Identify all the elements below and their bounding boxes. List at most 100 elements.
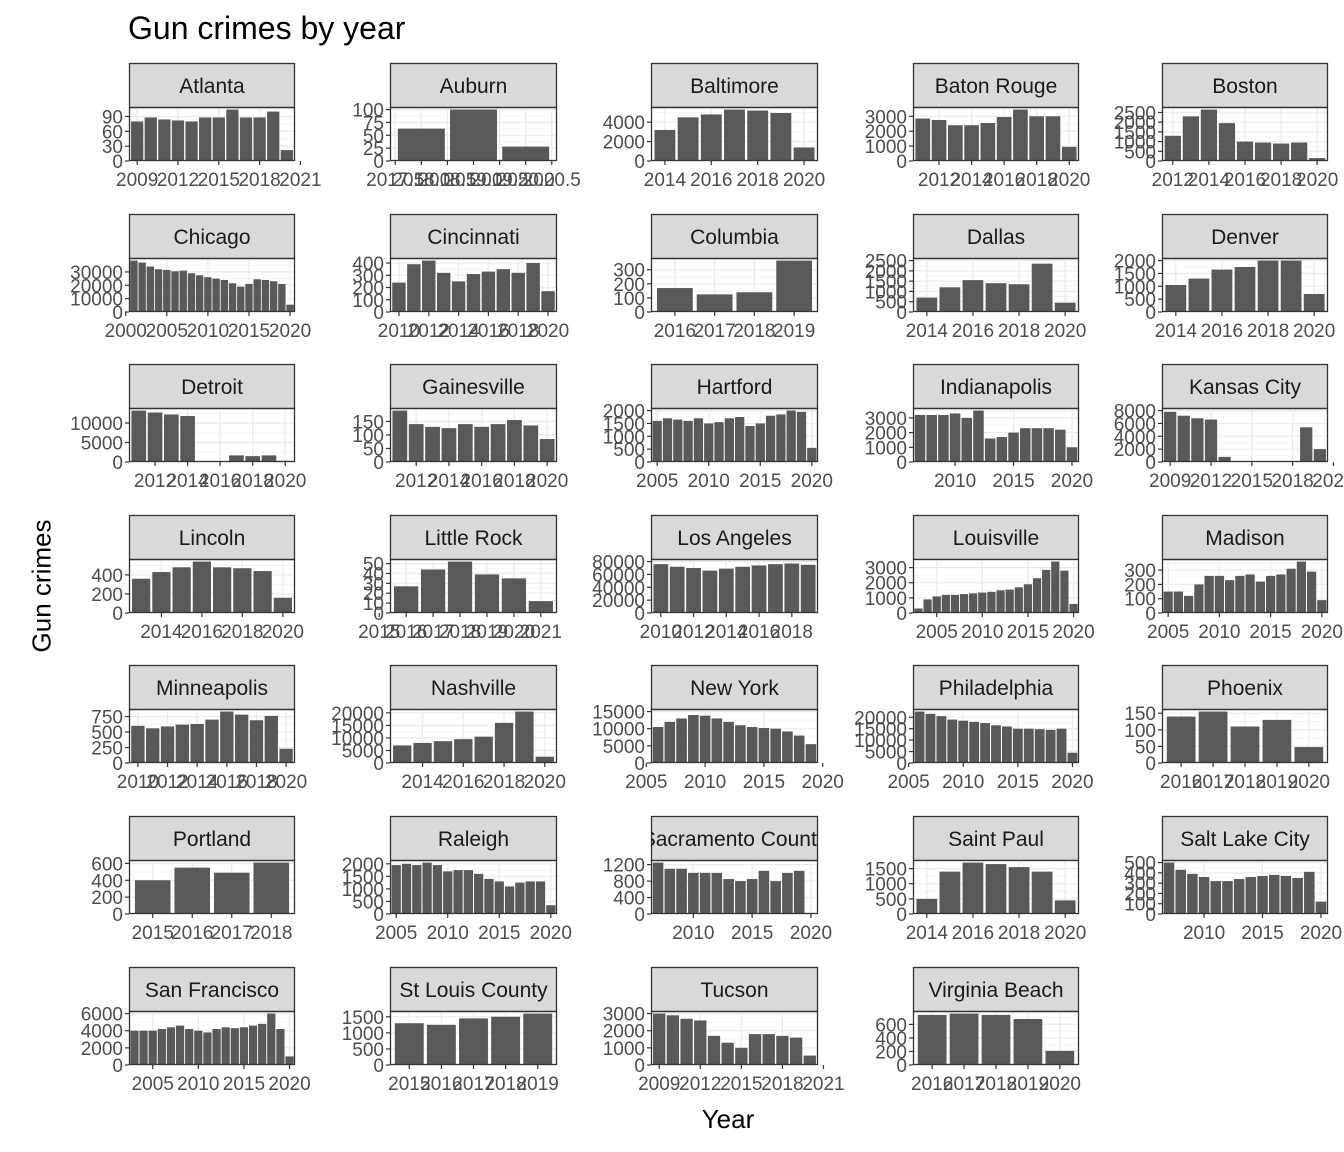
bar xyxy=(1019,428,1031,462)
y-tick-label: 0 xyxy=(112,1056,123,1077)
bar xyxy=(1031,871,1053,914)
panel-bars xyxy=(914,410,1078,462)
x-tick-label: 2015 xyxy=(720,1074,762,1095)
panel-bars xyxy=(134,862,290,914)
bar xyxy=(1165,285,1187,312)
bar xyxy=(735,1047,748,1065)
y-tick-label: 150 xyxy=(1124,704,1156,725)
bar xyxy=(392,282,406,312)
y-tick-label: 0 xyxy=(634,604,645,625)
facet-title: Virginia Beach xyxy=(928,979,1063,1002)
bar xyxy=(273,597,292,613)
bar xyxy=(1276,574,1286,613)
bar xyxy=(914,608,923,613)
x-tick-label: 2018 xyxy=(1016,170,1058,191)
x-tick-label: 2020 xyxy=(265,772,307,793)
bar xyxy=(758,870,770,914)
x-tick-label: 2018 xyxy=(1224,772,1266,793)
x-tick-label: 2010 xyxy=(117,772,159,793)
y-tick-label: 1500 xyxy=(865,272,907,293)
x-tick-label: 2020 xyxy=(530,923,572,944)
bar xyxy=(776,414,786,462)
x-tick-label: 2012 xyxy=(134,471,176,492)
bar xyxy=(702,570,718,613)
x-tick-label: 2014 xyxy=(166,471,209,492)
x-tick-label: 2018.5 xyxy=(418,170,476,191)
y-tick-label: 8000 xyxy=(1114,402,1156,423)
bar xyxy=(422,260,436,312)
y-tick-label: 400 xyxy=(1124,864,1156,885)
y-tick-label: 300 xyxy=(613,261,645,282)
bar xyxy=(130,1030,139,1065)
bar xyxy=(203,1032,212,1065)
bar xyxy=(148,1030,157,1065)
bar xyxy=(457,424,473,462)
bar xyxy=(528,601,553,613)
y-tick-label: 1500 xyxy=(603,414,645,435)
bar xyxy=(1175,869,1186,914)
bar xyxy=(793,735,805,763)
y-tick-label: 40 xyxy=(363,564,384,585)
bar xyxy=(474,736,493,763)
y-tick-label: 30 xyxy=(102,137,123,158)
bar xyxy=(172,567,191,613)
panel-border xyxy=(389,558,558,614)
y-tick-label: 0 xyxy=(112,453,123,474)
panel-bars xyxy=(397,109,550,161)
bar xyxy=(669,566,685,613)
panel-border xyxy=(1161,407,1329,463)
bar xyxy=(1291,142,1308,161)
bar xyxy=(474,426,490,462)
bar xyxy=(1191,418,1204,462)
bar xyxy=(782,731,793,763)
y-tick-label: 60000 xyxy=(592,565,645,586)
y-tick-label: 500 xyxy=(1124,854,1156,875)
facet-title: Nashville xyxy=(431,677,516,700)
panel-bars xyxy=(916,263,1076,312)
bar xyxy=(770,881,781,914)
x-tick-label: 2020 xyxy=(493,622,535,643)
y-tick-label: 10000 xyxy=(592,720,645,741)
x-tick-label: 2018 xyxy=(737,170,779,191)
facet-panel-st-louis-county: St Louis County0500100015002015201620172… xyxy=(342,966,559,1095)
y-tick-label: 300 xyxy=(1124,561,1156,582)
bar xyxy=(1008,867,1030,914)
bar xyxy=(1303,294,1325,312)
x-tick-label: 2019 xyxy=(466,622,508,643)
bar xyxy=(436,272,451,312)
x-tick-label: 2020 xyxy=(1051,471,1093,492)
y-tick-label: 4000 xyxy=(603,113,645,134)
x-tick-label: 2018 xyxy=(998,923,1040,944)
y-axis-label: Gun crimes xyxy=(26,519,57,653)
x-tick-label: 2012 xyxy=(408,321,450,342)
x-tick-label: 2014 xyxy=(428,471,471,492)
facet-title: Salt Lake City xyxy=(1180,828,1310,851)
panel-border xyxy=(912,407,1080,463)
panel-border xyxy=(128,1010,296,1066)
y-tick-label: 10000 xyxy=(331,729,384,750)
facet-strip xyxy=(650,966,819,1013)
bar xyxy=(932,596,941,613)
panel-border xyxy=(650,106,819,162)
bar xyxy=(253,117,266,161)
bar xyxy=(991,725,1001,763)
bar xyxy=(253,279,261,312)
x-tick-label: 2010 xyxy=(427,923,469,944)
x-tick-label: 2005 xyxy=(375,923,417,944)
y-tick-label: 15000 xyxy=(331,716,384,737)
y-tick-label: 400 xyxy=(91,566,123,587)
bar xyxy=(131,410,147,462)
bar xyxy=(941,594,950,613)
facet-strip xyxy=(389,62,558,109)
bar xyxy=(938,414,949,462)
bar xyxy=(985,283,1007,312)
bar xyxy=(245,456,261,462)
y-tick-label: 1500 xyxy=(865,860,907,881)
bar xyxy=(666,1015,680,1065)
bar xyxy=(138,262,146,312)
y-tick-label: 500 xyxy=(875,890,907,911)
bar xyxy=(535,756,554,763)
